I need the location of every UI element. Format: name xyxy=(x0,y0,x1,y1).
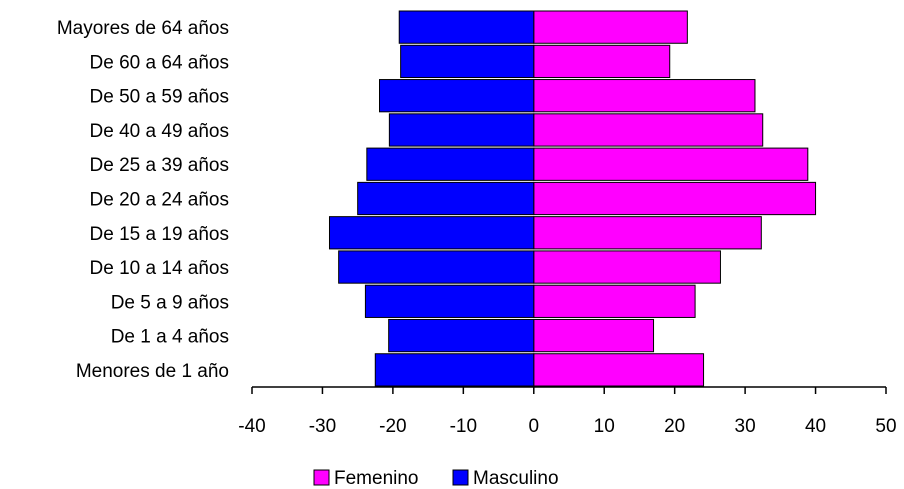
bar-femenino xyxy=(533,318,655,353)
bar-femenino xyxy=(533,284,696,318)
legend-swatch-femenino xyxy=(313,469,330,486)
x-tick-label: 40 xyxy=(805,416,826,437)
bar-femenino xyxy=(533,216,762,250)
x-axis-ticks: -40 -30 -20 -10 0 10 20 30 40 50 xyxy=(238,387,897,437)
x-tick-label: 20 xyxy=(664,416,685,437)
bar-masculino xyxy=(357,181,535,216)
category-label: De 50 a 59 años xyxy=(90,87,229,108)
bar-masculino xyxy=(338,250,535,284)
bar-masculino xyxy=(388,113,535,147)
category-label: De 20 a 24 años xyxy=(90,190,229,211)
category-label: De 5 a 9 años xyxy=(111,292,229,313)
bar-femenino xyxy=(533,113,764,147)
bar-femenino xyxy=(533,147,809,181)
bars-group xyxy=(328,10,817,387)
legend-label-femenino: Femenino xyxy=(334,468,419,489)
legend: Femenino Masculino xyxy=(313,468,559,489)
category-label: De 25 a 39 años xyxy=(90,155,229,176)
category-labels: Menores de 1 año De 1 a 4 años De 5 a 9 añ… xyxy=(57,18,229,382)
category-label: De 10 a 14 años xyxy=(90,258,229,279)
bar-femenino xyxy=(533,181,817,216)
category-label: Mayores de 64 años xyxy=(57,18,229,39)
bar-masculino xyxy=(388,318,535,353)
x-tick-label: -40 xyxy=(238,416,265,437)
bar-masculino xyxy=(400,44,535,79)
x-tick-label: -30 xyxy=(309,416,336,437)
x-tick-label: -10 xyxy=(450,416,477,437)
x-tick-label: 0 xyxy=(528,416,539,437)
bar-masculino xyxy=(379,79,535,113)
bar-masculino xyxy=(374,353,535,387)
bar-femenino xyxy=(533,250,721,284)
bar-femenino xyxy=(533,353,705,387)
x-tick-label: 10 xyxy=(594,416,615,437)
legend-label-masculino: Masculino xyxy=(473,468,559,489)
x-tick-label: -20 xyxy=(379,416,406,437)
x-tick-label: 30 xyxy=(735,416,756,437)
category-label: De 15 a 19 años xyxy=(90,224,229,245)
bar-femenino xyxy=(533,79,756,113)
bar-masculino xyxy=(328,216,535,250)
category-label: De 1 a 4 años xyxy=(111,327,229,348)
category-label: Menores de 1 año xyxy=(76,361,229,382)
bar-femenino xyxy=(533,10,688,44)
category-label: De 60 a 64 años xyxy=(90,52,229,73)
bar-masculino xyxy=(398,10,535,44)
bar-femenino xyxy=(533,44,671,79)
bar-masculino xyxy=(366,147,535,181)
x-tick-label: 50 xyxy=(875,416,896,437)
category-label: De 40 a 49 años xyxy=(90,121,229,142)
legend-swatch-masculino xyxy=(452,469,469,486)
bar-masculino xyxy=(364,284,535,318)
